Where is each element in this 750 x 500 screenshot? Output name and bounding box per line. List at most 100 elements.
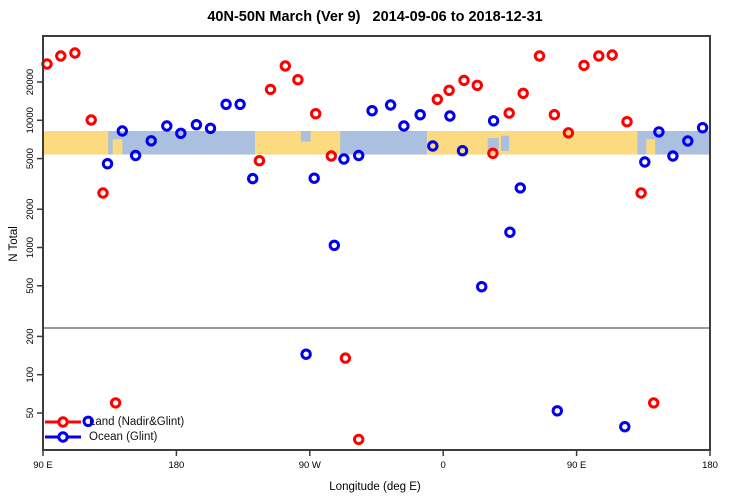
data-point-ocean bbox=[300, 348, 312, 360]
data-point-land bbox=[593, 50, 605, 62]
data-point-land bbox=[55, 50, 67, 62]
data-point-ocean bbox=[366, 105, 378, 117]
data-point-ocean bbox=[116, 125, 129, 137]
data-point-land bbox=[109, 397, 122, 409]
map-band-ocean-patch bbox=[300, 130, 311, 142]
data-point-land bbox=[471, 79, 483, 92]
data-point-land bbox=[562, 127, 575, 139]
data-point-land bbox=[353, 433, 365, 446]
ocean-marker-icon bbox=[45, 430, 81, 443]
data-point-ocean bbox=[234, 98, 246, 111]
data-point-land bbox=[41, 58, 53, 70]
x-tick-label: 180 bbox=[702, 460, 718, 471]
data-point-ocean bbox=[398, 120, 410, 132]
data-point-ocean bbox=[190, 119, 203, 131]
data-point-ocean bbox=[308, 172, 320, 184]
data-point-ocean bbox=[353, 149, 365, 162]
data-point-land bbox=[443, 84, 455, 97]
data-point-ocean bbox=[551, 405, 563, 417]
data-point-land bbox=[292, 74, 304, 86]
y-tick-label: 1000 bbox=[25, 237, 36, 258]
y-tick-label: 10000 bbox=[25, 107, 36, 133]
map-band-land-segment bbox=[254, 130, 341, 155]
data-point-ocean bbox=[487, 115, 500, 127]
data-point-ocean bbox=[338, 153, 350, 165]
legend-item-land: Land (Nadir&Glint) bbox=[44, 414, 184, 429]
data-point-land bbox=[264, 83, 277, 96]
data-point-land bbox=[606, 49, 618, 61]
map-band-land-segment bbox=[426, 130, 638, 155]
data-point-land bbox=[533, 50, 546, 62]
data-point-land bbox=[279, 60, 291, 72]
map-band-land-segment bbox=[43, 130, 109, 155]
map-band-ocean-patch bbox=[501, 135, 510, 152]
data-point-land bbox=[621, 116, 633, 128]
data-point-land bbox=[431, 93, 443, 106]
data-point-land bbox=[85, 114, 97, 126]
legend-label-ocean: Ocean (Glint) bbox=[89, 430, 158, 443]
land-marker-icon bbox=[45, 415, 81, 428]
data-point-ocean bbox=[204, 122, 217, 135]
data-point-ocean bbox=[456, 145, 469, 157]
data-point-land bbox=[517, 87, 529, 100]
data-point-ocean bbox=[653, 126, 665, 138]
data-point-land bbox=[548, 109, 561, 121]
data-point-ocean bbox=[667, 150, 679, 162]
data-point-land bbox=[458, 74, 470, 87]
data-point-ocean bbox=[444, 110, 456, 122]
data-point-land bbox=[578, 59, 590, 72]
data-point-ocean bbox=[129, 149, 142, 162]
data-point-land bbox=[97, 187, 109, 199]
data-point-ocean bbox=[696, 122, 709, 134]
data-point-ocean bbox=[682, 135, 694, 147]
data-point-ocean bbox=[619, 421, 631, 433]
map-band-ocean bbox=[43, 130, 710, 155]
x-tick-label: 90 E bbox=[33, 460, 53, 471]
data-point-land bbox=[503, 107, 515, 119]
x-tick-label: 0 bbox=[441, 460, 446, 471]
data-point-ocean bbox=[247, 172, 259, 185]
data-point-ocean bbox=[414, 109, 426, 121]
plot-frame bbox=[42, 35, 711, 451]
data-point-ocean bbox=[328, 239, 340, 252]
legend-label-land: Land (Nadir&Glint) bbox=[89, 415, 185, 428]
y-tick-label: 50 bbox=[25, 408, 36, 419]
x-tick-label: 90 E bbox=[567, 460, 587, 471]
y-axis-label: N Total bbox=[8, 226, 20, 262]
y-tick-label: 100 bbox=[25, 367, 36, 383]
x-tick-label: 180 bbox=[168, 460, 184, 471]
data-point-ocean bbox=[101, 158, 114, 170]
data-point-ocean bbox=[145, 135, 157, 147]
data-point-ocean bbox=[427, 140, 439, 152]
data-point-ocean bbox=[514, 182, 526, 194]
legend: Land (Nadir&Glint) Ocean (Glint) bbox=[44, 414, 184, 444]
data-point-land bbox=[310, 108, 322, 120]
map-band-land-segment bbox=[646, 139, 656, 155]
data-point-land bbox=[648, 397, 660, 409]
data-point-land bbox=[253, 155, 266, 167]
data-point-ocean bbox=[504, 226, 516, 238]
data-point-land bbox=[69, 47, 81, 59]
data-point-ocean bbox=[161, 120, 173, 132]
y-tick-label: 500 bbox=[25, 278, 36, 294]
y-tick-label: 200 bbox=[25, 328, 36, 344]
data-point-ocean bbox=[175, 127, 187, 140]
y-tick-label: 20000 bbox=[25, 69, 36, 95]
data-point-ocean bbox=[639, 156, 651, 168]
data-point-land bbox=[487, 147, 499, 160]
x-tick-label: 90 W bbox=[299, 460, 321, 471]
chart-title: 40N-50N March (Ver 9) 2014-09-06 to 2018… bbox=[207, 9, 543, 25]
map-band-land-segment bbox=[112, 139, 123, 155]
y-tick-label: 5000 bbox=[25, 148, 36, 169]
data-point-land bbox=[635, 187, 647, 199]
legend-item-ocean: Ocean (Glint) bbox=[44, 429, 184, 444]
x-axis-label: Longitude (deg E) bbox=[329, 481, 421, 493]
data-point-land bbox=[325, 150, 337, 162]
map-band-ocean-patch bbox=[487, 138, 499, 150]
data-point-ocean bbox=[384, 99, 397, 111]
data-point-land bbox=[339, 352, 352, 364]
data-point-ocean bbox=[220, 98, 232, 111]
y-tick-label: 2000 bbox=[25, 199, 36, 220]
data-point-ocean bbox=[476, 281, 488, 293]
